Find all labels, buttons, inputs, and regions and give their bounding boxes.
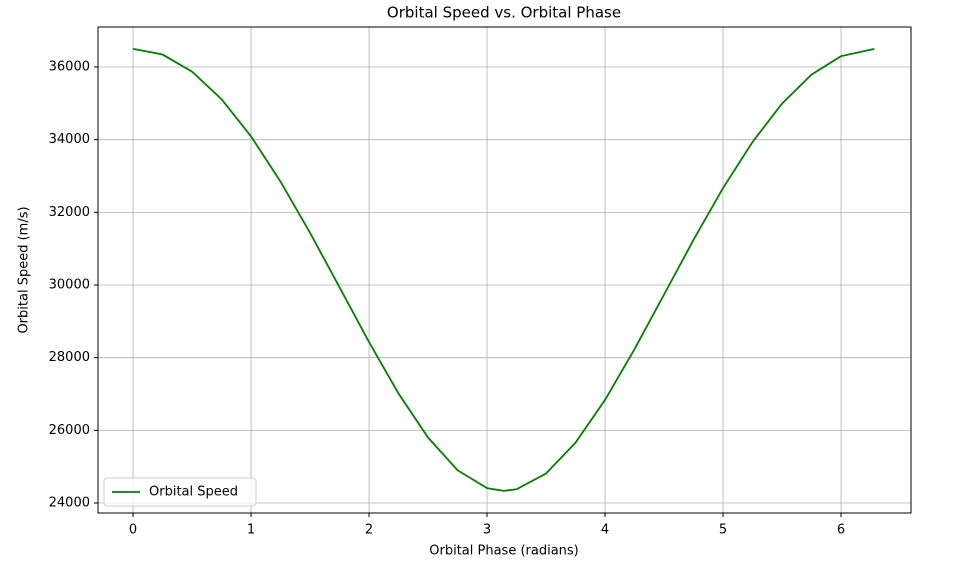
x-tick-label: 6	[837, 523, 845, 538]
chart-title: Orbital Speed vs. Orbital Phase	[387, 4, 621, 22]
y-tick-label: 24000	[49, 496, 90, 511]
x-tick-label: 4	[601, 523, 609, 538]
legend-box	[103, 477, 257, 507]
x-tick-label: 2	[365, 523, 373, 538]
data-line	[132, 47, 875, 492]
x-tick-label: 3	[483, 523, 491, 538]
x-tick-label: 0	[129, 523, 137, 538]
y-tick-label: 30000	[49, 278, 90, 293]
plot-frame	[97, 26, 912, 514]
y-axis-label: Orbital Speed (m/s)	[17, 206, 32, 333]
y-tick-label: 34000	[49, 132, 90, 147]
y-tick-label: 32000	[49, 205, 90, 220]
legend-label: Orbital Speed	[149, 485, 238, 500]
y-tick-label: 26000	[49, 423, 90, 438]
x-tick-label: 5	[719, 523, 727, 538]
x-tick-label: 1	[247, 523, 255, 538]
x-axis-label: Orbital Phase (radians)	[429, 544, 579, 559]
y-tick-label: 28000	[49, 350, 90, 365]
y-tick-label: 36000	[49, 60, 90, 75]
